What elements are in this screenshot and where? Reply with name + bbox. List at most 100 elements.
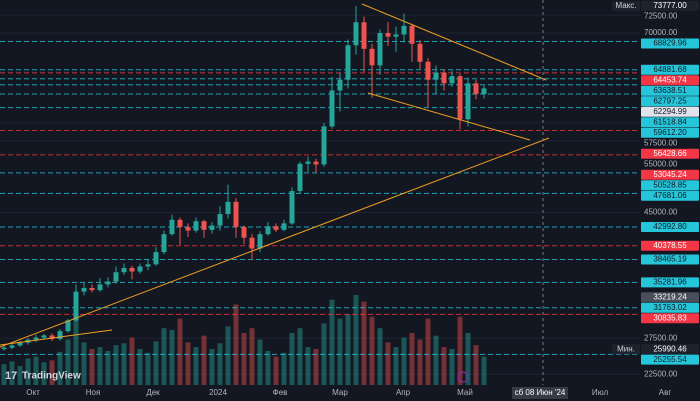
logo-mark: 17	[5, 370, 17, 382]
price-label: 25255.54	[653, 355, 687, 364]
volume-bar	[401, 337, 407, 385]
volume-bar	[33, 356, 39, 385]
price-label-box	[641, 180, 699, 191]
candle-body	[305, 161, 311, 164]
price-label: 73777.00	[653, 1, 687, 10]
price-label: 35281.96	[653, 278, 687, 287]
volume-bar	[297, 328, 303, 385]
volume-bar	[393, 347, 399, 385]
candle-body	[153, 252, 159, 265]
candle-body	[425, 61, 431, 80]
candle-body	[337, 79, 343, 91]
candle-body	[457, 76, 463, 120]
candle-body	[465, 83, 471, 120]
price-label-box	[641, 254, 699, 265]
time-label: Апр	[396, 388, 411, 397]
volume-bar	[337, 318, 343, 385]
volume-bar	[25, 358, 31, 385]
candle-body	[137, 266, 143, 272]
candle-body	[105, 281, 111, 285]
price-tick-label: 70000.00	[644, 28, 678, 37]
candle-body	[377, 33, 383, 66]
candle-body	[73, 291, 79, 321]
volume-bar	[425, 318, 431, 385]
price-label-box	[641, 222, 699, 233]
candle-body	[81, 288, 87, 292]
candle-body	[281, 223, 287, 230]
trend-line	[361, 3, 547, 81]
price-label: 68829.96	[653, 39, 687, 48]
volume-bar	[57, 351, 63, 385]
price-label-box	[641, 313, 699, 324]
candle-body	[145, 264, 151, 267]
candle-body	[241, 226, 247, 238]
volume	[1, 295, 487, 385]
price-tick-label: 27500.00	[644, 333, 678, 342]
candle-body	[289, 191, 295, 224]
time-label: Авг	[659, 388, 672, 397]
candle-body	[417, 43, 423, 62]
price-label-box	[641, 148, 699, 159]
volume-bar	[409, 332, 415, 385]
candle-body	[9, 345, 15, 348]
price-label: 62294.99	[653, 107, 687, 116]
candle-body	[97, 284, 103, 291]
price-label-box	[641, 277, 699, 288]
volume-bar	[17, 366, 23, 385]
price-label: 47681.06	[653, 191, 687, 200]
candle-body	[161, 234, 167, 253]
trend-line	[0, 137, 550, 348]
volume-bar	[345, 313, 351, 385]
time-label: Окт	[26, 388, 40, 397]
axis-labels: 73777.00 Макс. 72500.00 70000.00 68829.96 648…	[26, 0, 699, 399]
volume-bar	[257, 339, 263, 385]
volume-bar	[1, 364, 7, 385]
drawings	[0, 3, 550, 348]
trend-line	[0, 329, 113, 346]
candle-body	[33, 337, 39, 340]
price-tick-label: 57500.00	[644, 138, 678, 147]
candle-body	[89, 288, 95, 291]
candle-body	[361, 22, 367, 49]
volume-bar	[201, 335, 207, 385]
candle-body	[329, 90, 335, 127]
volume-bar	[193, 347, 199, 385]
price-label-box	[641, 106, 699, 117]
price-label-name: Макс.	[615, 1, 636, 10]
volume-bar	[105, 350, 111, 385]
price-label: 63638.51	[653, 86, 687, 95]
volume-bar	[209, 349, 215, 385]
candle-body	[353, 22, 359, 46]
price-label-box	[641, 64, 699, 75]
price-label-box	[641, 169, 699, 180]
volume-bar	[369, 316, 375, 385]
volume-bar	[153, 341, 159, 385]
candle-body	[57, 331, 63, 340]
volume-bar	[97, 347, 103, 385]
price-label-box	[641, 127, 699, 138]
volume-bar	[145, 352, 151, 385]
candle-body	[297, 163, 303, 192]
candle-body	[233, 201, 239, 227]
candle-body	[177, 219, 183, 227]
price-tick-label: 55000.00	[644, 159, 678, 168]
volume-bar	[113, 345, 119, 385]
candle-body	[441, 72, 447, 84]
volume-bar	[41, 362, 47, 385]
candle-body	[225, 201, 231, 215]
candle-body	[401, 25, 407, 35]
price-label: 30835.83	[653, 313, 687, 322]
price-label: 53045.24	[653, 170, 687, 179]
price-tick-label: 45000.00	[644, 208, 678, 217]
price-label-box	[641, 75, 699, 86]
volume-bar	[225, 326, 231, 385]
event-icon[interactable]	[457, 371, 469, 383]
candle-body	[385, 33, 391, 37]
price-label-box	[641, 85, 699, 96]
volume-bar	[417, 339, 423, 385]
levels	[0, 40, 640, 355]
volume-bar	[377, 328, 383, 385]
price-label-box	[641, 240, 699, 251]
volume-bar	[441, 347, 447, 385]
volume-bar	[65, 339, 71, 385]
